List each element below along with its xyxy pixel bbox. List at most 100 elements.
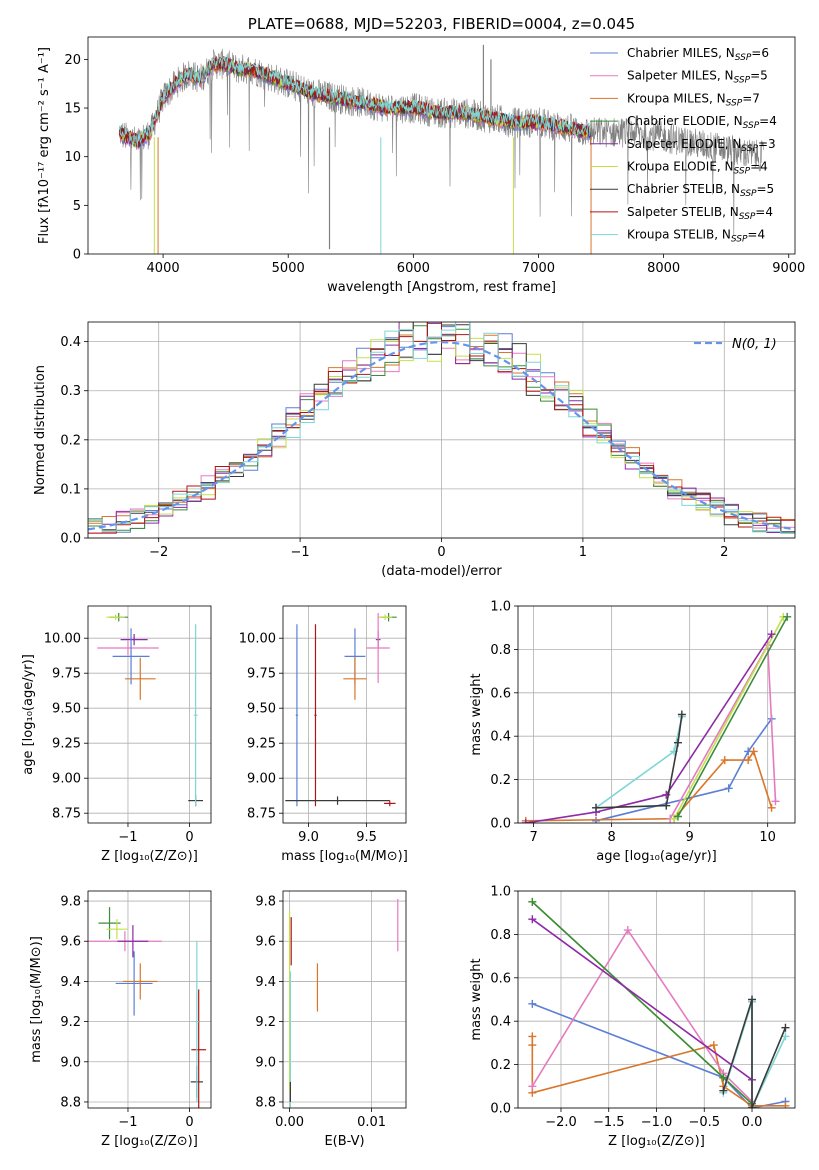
y-tick-label: 1.0: [490, 600, 511, 615]
axes: 9.0 9.5 8.75 9.00 9.25 9.50 9.75 10.00 mass [log…: [239, 605, 408, 864]
weight-marker: [749, 747, 758, 756]
x-tick-label: 0.0: [742, 1115, 763, 1130]
weight-line: [669, 642, 777, 820]
errorbar-point: [378, 614, 393, 620]
weight-series-kroupa-stelib: [592, 712, 686, 812]
weight-marker: [592, 816, 601, 823]
x-tick-label: 8000: [647, 261, 680, 276]
y-tick-label: 9.25: [247, 737, 276, 752]
y-axis-label: Normed distribution: [33, 365, 48, 495]
y-tick-label: 9.2: [255, 1015, 276, 1030]
plot-area: [521, 612, 792, 823]
plot-area: [118, 44, 764, 254]
weight-marker: [724, 784, 733, 793]
weight-marker: [528, 1032, 537, 1041]
weight-marker: [719, 1086, 728, 1095]
axes-frame: [517, 890, 796, 1109]
weight-marker: [781, 1032, 790, 1041]
y-tick-label: 9.00: [52, 772, 81, 787]
x-axis-label: Z [log₁₀(Z/Z⊙)]: [101, 849, 198, 864]
errorbar-point: [366, 613, 390, 683]
y-tick-label: 9.4: [60, 975, 81, 990]
legend-subscript: SSP: [741, 144, 758, 154]
weight-marker: [783, 612, 792, 621]
errorbar-point: [343, 657, 367, 700]
axes-frame: [87, 36, 796, 255]
weight-series-chabrier-miles: [592, 714, 776, 823]
axes: −1 0 8.8 9.0 9.2 9.4 9.6 9.8 Z [log₁₀(Z/Z⊙)] mass…: [29, 890, 212, 1149]
x-axis-label: E(B-V): [324, 1134, 364, 1149]
legend-label: Salpeter STELIB, N: [627, 205, 739, 219]
y-tick-label: 20: [64, 53, 81, 68]
y-tick-label: 9.2: [60, 1015, 81, 1030]
errorbar-point: [120, 634, 148, 646]
weight-line: [531, 928, 753, 1103]
x-tick-label: 0: [185, 830, 193, 845]
legend-entry: Chabrier STELIB, NSSP=5: [627, 182, 774, 199]
errorbar-point: [115, 951, 153, 1016]
y-tick-label: 8.8: [255, 1095, 276, 1110]
y-axis-label: age [log₁₀(age/yr)]: [21, 654, 36, 775]
y-tick-label: 0.6: [490, 686, 511, 701]
y-tick-label: 9.75: [52, 667, 81, 682]
errorbar-point: [295, 624, 299, 807]
weight-marker: [623, 926, 632, 935]
y-tick-label: 9.6: [255, 935, 276, 950]
legend-label: Chabrier STELIB, N: [627, 182, 740, 196]
legend-suffix: =5: [757, 182, 775, 196]
plot-area: [528, 897, 790, 1108]
model-spectrum-kroupa-stelib: [118, 56, 592, 147]
axes: −2 −1 0 1 2 0.0 0.1 0.2 0.3 0.4 (data-model)/error…: [33, 321, 796, 579]
x-tick-label: 2: [720, 545, 728, 560]
weight-marker: [767, 803, 776, 812]
legend-suffix: =4: [759, 114, 777, 128]
legend-entry: Kroupa ELODIE, NSSP=4: [627, 160, 768, 177]
axes-frame: [87, 321, 796, 539]
x-axis-label: wavelength [Angstrom, rest frame]: [327, 280, 556, 295]
y-tick-label: 0.0: [60, 532, 81, 547]
weight-series-salpeter-elodie: [521, 630, 776, 823]
weight-series-chabrier-stelib: [592, 710, 686, 812]
legend-label: Salpeter MILES, N: [627, 69, 734, 83]
grid: [88, 606, 211, 823]
legend-label: Chabrier MILES, N: [627, 46, 735, 60]
weight-series-chabrier-elodie: [673, 612, 792, 821]
gaussian-curve: [88, 341, 795, 531]
x-axis-label: Z [log₁₀(Z/Z⊙)]: [608, 1134, 705, 1149]
legend-label: Salpeter ELODIE, N: [627, 137, 741, 151]
weight-line: [531, 1036, 786, 1107]
x-tick-label: −0.5: [688, 1115, 720, 1130]
weight-marker: [673, 738, 682, 747]
spectrum-panel: 4000 5000 6000 7000 8000 9000 0 5 10 15 20 waveleng…: [37, 15, 805, 295]
y-tick-label: 8.75: [52, 807, 81, 822]
plot-area: [88, 322, 795, 534]
legend-label: Kroupa ELODIE, N: [627, 160, 734, 174]
weight-line: [525, 749, 773, 822]
legend-subscript: SSP: [740, 189, 757, 199]
weight-series-chabrier-miles: [528, 997, 790, 1108]
weight-marker: [677, 710, 686, 719]
y-tick-label: 8.75: [247, 807, 276, 822]
weight-marker: [662, 801, 671, 810]
errorbar-point: [97, 641, 159, 655]
y-tick-label: 0.8: [490, 643, 511, 658]
x-tick-label: 7: [529, 830, 537, 845]
legend-subscript: SSP: [734, 167, 751, 177]
weight-series-kroupa-stelib: [719, 997, 790, 1108]
errorbar-point: [285, 796, 390, 805]
y-tick-label: 9.6: [60, 935, 81, 950]
weight-marker: [592, 803, 601, 812]
x-tick-label: 0.01: [357, 1115, 386, 1130]
x-axis-label: (data-model)/error: [381, 564, 502, 579]
weight-marker: [767, 630, 776, 639]
y-tick-label: 9.50: [247, 702, 276, 717]
legend-subscript: SSP: [734, 76, 751, 86]
y-tick-label: 5: [73, 199, 81, 214]
y-tick-label: 0.2: [490, 1058, 511, 1073]
weight-line: [525, 633, 773, 823]
x-tick-label: 6000: [397, 261, 430, 276]
weight-marker: [709, 1041, 718, 1050]
observed-spectrum: [119, 48, 764, 236]
y-tick-label: 0.4: [490, 1015, 511, 1030]
axes: −1 0 8.75 9.00 9.25 9.50 9.75 10.00 Z [log₁₀(Z/Z…: [21, 605, 212, 864]
